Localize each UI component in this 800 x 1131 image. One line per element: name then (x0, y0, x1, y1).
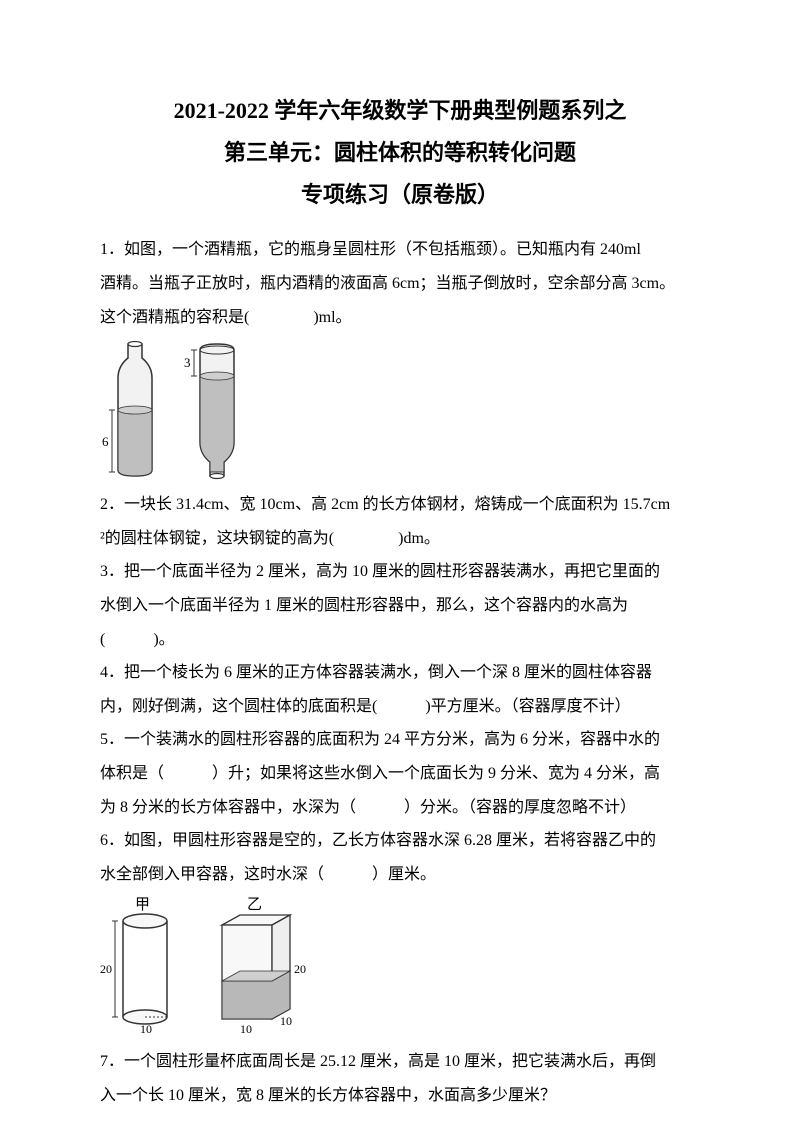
p4-text-b: 内，刚好倒满，这个圆柱体的底面积是( )平方厘米。（容器厚度不计） (100, 698, 631, 715)
problem-1: 1．如图，一个酒精瓶，它的瓶身呈圆柱形（不包括瓶颈）。已知瓶内有 240ml 酒… (100, 233, 700, 334)
p1-text-b: 酒精。当瓶子正放时，瓶内酒精的液面高 6cm；当瓶子倒放时，空余部分高 3cm。 (100, 275, 675, 292)
p6-text-b: 水全部倒入甲容器，这时水深（ ）厘米。 (100, 866, 436, 883)
title-line-2: 第三单元：圆柱体积的等积转化问题 (100, 132, 700, 174)
p1-text-c: 这个酒精瓶的容积是( )ml。 (100, 309, 352, 326)
problem-5: 5．一个装满水的圆柱形容器的底面积为 24 平方分米，高为 6 分米，容器中水的… (100, 723, 700, 824)
label-10b: 10 (240, 1022, 252, 1036)
bottle-upright-icon: 6 (100, 340, 170, 480)
bottle-inverted-icon: 3 (182, 340, 252, 480)
label-yi: 乙 (247, 897, 262, 913)
p2-text-b: ²的圆柱体钢锭，这块钢锭的高为( )dm。 (100, 530, 440, 547)
title-line-3: 专项练习（原卷版） (100, 174, 700, 216)
p7-text-b: 入一个长 10 厘米，宽 8 厘米的长方体容器中，水面高多少厘米？ (100, 1087, 556, 1104)
label-10c: 10 (280, 1014, 292, 1028)
problem-7: 7．一个圆柱形量杯底面周长是 25.12 厘米，高是 10 厘米，把它装满水后，… (100, 1045, 700, 1112)
cylinder-jia-icon: 甲 20 10 (100, 897, 190, 1037)
label-10a: 10 (140, 1022, 152, 1036)
p5-text-c: 为 8 分米的长方体容器中，水深为（ ）分米。（容器的厚度忽略不计） (100, 799, 636, 816)
p3-text-a: 3．把一个底面半径为 2 厘米，高为 10 厘米的圆柱形容器装满水，再把它里面的 (100, 563, 660, 580)
problem-2: 2．一块长 31.4cm、宽 10cm、高 2cm 的长方体钢材，熔铸成一个底面… (100, 488, 700, 555)
label-jia: 甲 (135, 897, 150, 913)
figure-2: 甲 20 10 乙 20 10 10 (100, 897, 700, 1037)
p3-text-b: 水倒入一个底面半径为 1 厘米的圆柱形容器中，那么，这个容器内的水高为 (100, 597, 628, 614)
label-6: 6 (102, 434, 109, 449)
p5-text-b: 体积是（ ）升；如果将这些水倒入一个底面长为 9 分米、宽为 4 分米，高 (100, 765, 660, 782)
p5-text-a: 5．一个装满水的圆柱形容器的底面积为 24 平方分米，高为 6 分米，容器中水的 (100, 731, 660, 748)
figure-1: 6 3 (100, 340, 700, 480)
p6-text-a: 6．如图，甲圆柱形容器是空的，乙长方体容器水深 6.28 厘米，若将容器乙中的 (100, 832, 656, 849)
p2-text-a: 2．一块长 31.4cm、宽 10cm、高 2cm 的长方体钢材，熔铸成一个底面… (100, 496, 670, 513)
label-3: 3 (184, 355, 191, 370)
p1-text-a: 1．如图，一个酒精瓶，它的瓶身呈圆柱形（不包括瓶颈）。已知瓶内有 240ml (100, 241, 641, 258)
problem-6: 6．如图，甲圆柱形容器是空的，乙长方体容器水深 6.28 厘米，若将容器乙中的 … (100, 824, 700, 891)
label-20a: 20 (100, 962, 112, 976)
problem-4: 4．把一个棱长为 6 厘米的正方体容器装满水，倒入一个深 8 厘米的圆柱体容器 … (100, 656, 700, 723)
title-line-1: 2021-2022 学年六年级数学下册典型例题系列之 (100, 90, 700, 132)
p4-text-a: 4．把一个棱长为 6 厘米的正方体容器装满水，倒入一个深 8 厘米的圆柱体容器 (100, 664, 652, 681)
cuboid-yi-icon: 乙 20 10 10 (202, 897, 312, 1037)
p3-text-c: ( )。 (100, 631, 175, 648)
p7-text-a: 7．一个圆柱形量杯底面周长是 25.12 厘米，高是 10 厘米，把它装满水后，… (100, 1053, 656, 1070)
title-block: 2021-2022 学年六年级数学下册典型例题系列之 第三单元：圆柱体积的等积转… (100, 90, 700, 215)
problem-3: 3．把一个底面半径为 2 厘米，高为 10 厘米的圆柱形容器装满水，再把它里面的… (100, 555, 700, 656)
label-20b: 20 (294, 962, 306, 976)
